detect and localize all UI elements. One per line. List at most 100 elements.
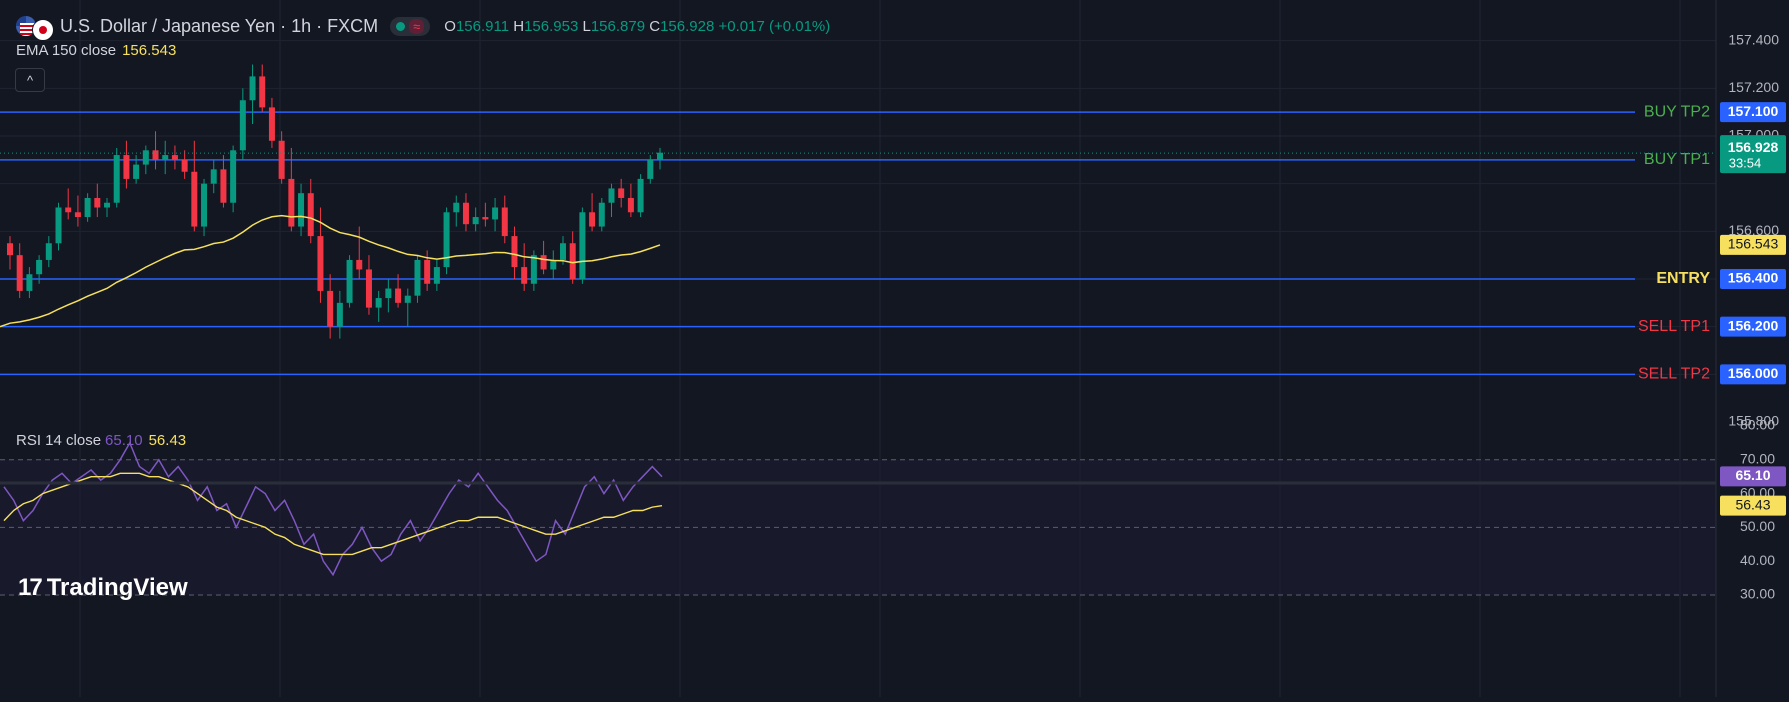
candle-body — [45, 243, 52, 260]
candle-body — [84, 197, 91, 218]
candle-body — [55, 207, 62, 244]
level-price-tag — [1720, 102, 1786, 123]
candle-body — [298, 193, 305, 227]
candle-body — [278, 140, 285, 179]
candle-body — [647, 159, 654, 179]
candle-body — [598, 202, 605, 227]
level-label: SELL TP2 — [1638, 366, 1710, 383]
candle-body — [511, 236, 518, 268]
candle-body — [472, 217, 479, 225]
candle-body — [239, 100, 246, 151]
candle-body — [385, 288, 392, 299]
last-price-text: 156.928 — [1728, 139, 1779, 155]
candle-body — [424, 259, 431, 284]
candle-body — [637, 178, 644, 213]
close-value: 156.928 — [660, 17, 715, 35]
rsi-ma-tag — [1720, 495, 1786, 516]
candle-body — [589, 212, 596, 227]
rsi-ma-value: 56.43 — [148, 432, 187, 449]
ema-value: 156.543 — [122, 42, 177, 59]
symbol-title[interactable]: U.S. Dollar / Japanese Yen · 1h · FXCM — [60, 15, 379, 36]
rsi-tick-label: 70.00 — [1740, 451, 1775, 467]
market-open-dot-icon — [396, 21, 406, 31]
candle-body — [201, 183, 208, 227]
candle-body — [104, 202, 111, 208]
candles — [0, 64, 1716, 339]
open-label: O — [444, 17, 456, 35]
candle-body — [559, 243, 566, 260]
level-price-text: 156.400 — [1728, 270, 1779, 286]
candle-body — [501, 207, 508, 237]
candle-body — [550, 259, 557, 270]
candle-body — [152, 150, 159, 160]
chevron-up-icon: ^ — [26, 72, 34, 88]
ema-legend[interactable]: EMA 150 close 156.543 — [16, 42, 176, 59]
candle-body — [618, 188, 625, 198]
rsi-ma-text: 56.43 — [1735, 496, 1770, 512]
rsi-legend[interactable]: RSI 14 close 65.10 56.43 — [16, 432, 186, 449]
candle-body — [26, 274, 33, 291]
level-label: SELL TP1 — [1638, 318, 1710, 335]
rsi-bands — [0, 459, 1716, 596]
price-tick-label: 156.600 — [1728, 222, 1779, 238]
rsi-label: RSI 14 close — [16, 432, 102, 449]
tradingview-wordmark: TradingView — [46, 574, 188, 601]
collapse-indicators-button[interactable]: ^ — [15, 68, 45, 92]
level-price-tag — [1720, 364, 1786, 385]
rsi-tick-label: 40.00 — [1740, 552, 1775, 568]
candle-body — [210, 169, 217, 184]
low-value: 156.879 — [590, 17, 646, 35]
level-price-text: 156.200 — [1728, 317, 1779, 333]
rsi-value-tag — [1720, 466, 1786, 487]
last-price-tag — [1720, 135, 1786, 174]
candle-body — [191, 171, 198, 227]
level-label: BUY TP1 — [1644, 151, 1710, 168]
symbol-legend[interactable]: U.S. Dollar / Japanese Yen · 1h · FXCM ≈… — [16, 15, 831, 41]
wave-icon: ≈ — [409, 18, 425, 34]
candle-body — [162, 155, 169, 160]
rsi-line — [3, 441, 663, 577]
candle-body — [288, 178, 295, 227]
candle-body — [608, 188, 615, 203]
candle-body — [346, 259, 353, 303]
ema-line — [0, 214, 661, 328]
candle-body — [492, 207, 499, 220]
rsi-tick-label: 80.00 — [1740, 417, 1775, 433]
japan-flag-icon — [32, 19, 54, 41]
market-status-pill[interactable]: ≈ — [390, 16, 431, 36]
high-label: H — [513, 17, 525, 35]
candle-body — [16, 255, 23, 291]
ema-label: EMA 150 close — [16, 42, 117, 59]
rsi-value: 65.10 — [105, 432, 143, 449]
candle-body — [569, 243, 576, 279]
candle-body — [404, 295, 411, 303]
tradingview-logo[interactable]: 17 TradingView — [18, 574, 188, 602]
candle-body — [123, 155, 130, 179]
candle-body — [317, 236, 324, 291]
candle-body — [7, 243, 13, 256]
candle-body — [579, 212, 586, 279]
level-label: ENTRY — [1656, 270, 1710, 287]
price-tick-label: 157.400 — [1728, 31, 1779, 47]
candle-body — [395, 288, 402, 303]
candle-body — [74, 212, 81, 218]
high-value: 156.953 — [524, 17, 579, 35]
candle-body — [627, 197, 634, 213]
candle-body — [433, 267, 440, 284]
low-label: L — [582, 17, 591, 35]
change-value: +0.017 (+0.01%) — [718, 17, 831, 35]
price-tick-label: 157.200 — [1728, 79, 1779, 95]
candle-body — [36, 259, 43, 275]
level-label: BUY TP2 — [1644, 103, 1710, 120]
candle-body — [462, 202, 469, 225]
candle-body — [171, 155, 178, 160]
candle-body — [220, 169, 227, 203]
candle-body — [482, 217, 489, 220]
candle-body — [356, 259, 363, 270]
close-label: C — [649, 17, 661, 35]
level-tags: 157.100156.900156.400156.200156.000156.5… — [1720, 102, 1786, 385]
candle-body — [521, 267, 528, 284]
